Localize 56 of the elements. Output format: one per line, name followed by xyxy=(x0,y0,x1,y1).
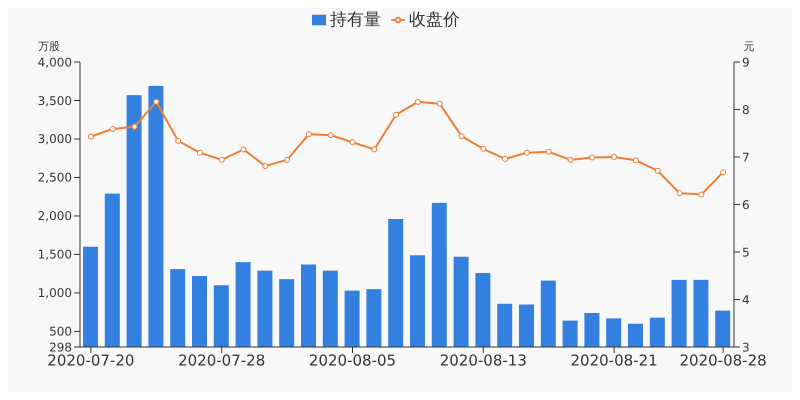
point xyxy=(153,98,160,105)
point xyxy=(654,168,661,174)
point xyxy=(350,139,356,146)
point xyxy=(218,156,225,163)
point xyxy=(546,148,552,155)
y2-tick-label: 6 xyxy=(742,198,750,212)
point xyxy=(676,190,682,196)
x-tick-label: 2020-08-05 xyxy=(308,352,396,370)
y2-tick-label: 7 xyxy=(742,150,750,164)
x-tick-label: 2020-08-21 xyxy=(570,352,658,370)
point xyxy=(328,132,334,138)
point xyxy=(632,157,639,164)
x-tick-label: 2020-08-13 xyxy=(440,352,527,370)
point xyxy=(436,100,443,107)
point xyxy=(132,124,138,130)
y-axis-title: 万股 xyxy=(38,40,60,53)
y2-tick-label: 8 xyxy=(742,102,750,117)
y2-axis-title: 元 xyxy=(744,40,754,53)
legend-label: 持有量 xyxy=(330,10,381,30)
point xyxy=(306,131,312,138)
x-tick-label: 2020-07-28 xyxy=(178,352,266,370)
x-tick-label: 2020-08-28 xyxy=(680,352,767,370)
y2-tick-label: 5 xyxy=(742,245,750,260)
point xyxy=(414,98,421,105)
y2-tick-label: 9 xyxy=(742,55,750,70)
y-tick-label: 2,000 xyxy=(38,209,72,224)
point xyxy=(371,146,378,152)
y2-tick-label: 3 xyxy=(742,340,750,354)
point xyxy=(240,146,246,152)
point xyxy=(698,192,704,198)
point xyxy=(88,134,94,140)
y-tick-label: 1,000 xyxy=(38,286,72,300)
point xyxy=(611,154,618,160)
point xyxy=(480,146,486,152)
point xyxy=(110,126,116,132)
point xyxy=(196,150,203,156)
point xyxy=(175,138,182,144)
point xyxy=(524,150,530,156)
point xyxy=(284,156,290,163)
y-tick-label: 500 xyxy=(49,324,72,339)
point xyxy=(458,133,464,140)
point xyxy=(393,112,400,118)
y-tick-label: 2,500 xyxy=(38,170,72,185)
x-tick-label: 2020-07-20 xyxy=(47,352,134,370)
y-tick-label: 3,000 xyxy=(38,132,72,146)
point xyxy=(502,156,508,162)
y-tick-label: 3,500 xyxy=(38,94,72,108)
y2-tick-label: 4 xyxy=(742,292,750,307)
y-tick-label: 4,000 xyxy=(38,55,72,70)
point xyxy=(568,156,574,163)
y-tick-label: 1,500 xyxy=(38,248,72,262)
point xyxy=(589,154,596,160)
point xyxy=(262,163,268,170)
point xyxy=(720,169,726,176)
y-tick-label: 298 xyxy=(49,340,72,354)
legend-label: 收盘价 xyxy=(409,10,460,30)
